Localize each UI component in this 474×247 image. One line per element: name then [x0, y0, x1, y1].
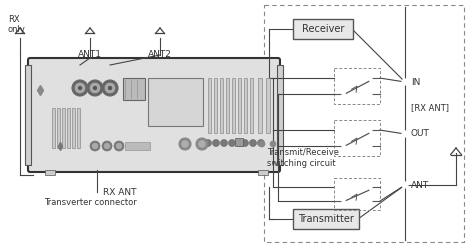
Circle shape — [114, 141, 124, 151]
Circle shape — [368, 76, 372, 80]
Circle shape — [93, 86, 97, 90]
Text: OUT: OUT — [411, 129, 430, 139]
Circle shape — [228, 140, 236, 146]
Text: Transverter connector: Transverter connector — [44, 198, 137, 207]
Bar — [77, 108, 80, 148]
Text: Receiver: Receiver — [302, 24, 344, 34]
Circle shape — [402, 131, 408, 137]
Circle shape — [368, 144, 372, 148]
Circle shape — [237, 140, 244, 146]
Circle shape — [196, 138, 208, 150]
Circle shape — [368, 92, 372, 96]
Text: [RX ANT]: [RX ANT] — [411, 103, 449, 112]
Circle shape — [108, 86, 112, 90]
Circle shape — [102, 80, 118, 96]
Bar — [148, 78, 203, 126]
Bar — [334, 178, 380, 210]
Circle shape — [342, 144, 346, 148]
Circle shape — [212, 140, 219, 146]
Bar — [277, 65, 283, 165]
Text: ANT1: ANT1 — [78, 50, 102, 59]
Circle shape — [105, 83, 115, 93]
Bar — [264, 5, 464, 242]
FancyBboxPatch shape — [293, 19, 353, 39]
Circle shape — [368, 128, 372, 132]
Circle shape — [257, 140, 264, 146]
Circle shape — [368, 199, 372, 203]
Bar — [52, 108, 55, 148]
Text: ANT2: ANT2 — [148, 50, 172, 59]
Bar — [57, 108, 60, 148]
Circle shape — [90, 141, 100, 151]
Circle shape — [368, 185, 372, 189]
Bar — [67, 108, 70, 148]
Circle shape — [75, 83, 85, 93]
Bar — [226, 78, 229, 133]
Circle shape — [249, 140, 256, 146]
Circle shape — [220, 140, 228, 146]
Bar — [334, 120, 380, 156]
Circle shape — [259, 141, 265, 147]
Circle shape — [182, 141, 189, 147]
Bar — [244, 78, 247, 133]
Circle shape — [90, 83, 100, 93]
Bar — [72, 108, 75, 148]
Circle shape — [78, 86, 82, 90]
Circle shape — [102, 141, 112, 151]
Bar — [45, 170, 55, 175]
Bar — [125, 142, 150, 150]
Bar — [238, 78, 241, 133]
Circle shape — [199, 141, 206, 147]
Text: RX ANT: RX ANT — [103, 188, 137, 197]
Circle shape — [179, 138, 191, 150]
Bar — [208, 78, 211, 133]
FancyBboxPatch shape — [293, 209, 359, 229]
Bar — [266, 78, 270, 133]
Bar — [25, 65, 31, 165]
Circle shape — [270, 141, 276, 147]
Text: Transmitter: Transmitter — [298, 214, 354, 224]
Bar — [232, 78, 236, 133]
Circle shape — [342, 199, 346, 203]
Bar — [235, 138, 243, 146]
Circle shape — [204, 140, 211, 146]
Bar — [220, 78, 224, 133]
Circle shape — [87, 80, 103, 96]
Bar — [250, 78, 254, 133]
Circle shape — [104, 143, 110, 149]
Text: IN: IN — [411, 78, 420, 86]
Circle shape — [72, 80, 88, 96]
Bar — [334, 68, 380, 104]
Bar — [258, 78, 262, 133]
Circle shape — [241, 140, 248, 146]
Circle shape — [116, 143, 122, 149]
Bar — [258, 170, 268, 175]
Circle shape — [342, 92, 346, 96]
Circle shape — [402, 182, 408, 188]
Text: Transmit/Receive
switching circuit: Transmit/Receive switching circuit — [267, 148, 339, 168]
Circle shape — [402, 79, 408, 85]
Circle shape — [92, 143, 98, 149]
Bar — [123, 78, 145, 100]
Bar — [62, 108, 65, 148]
FancyBboxPatch shape — [28, 58, 280, 172]
Text: ANT: ANT — [411, 181, 429, 189]
Bar — [214, 78, 218, 133]
Text: RX
only: RX only — [8, 15, 26, 34]
